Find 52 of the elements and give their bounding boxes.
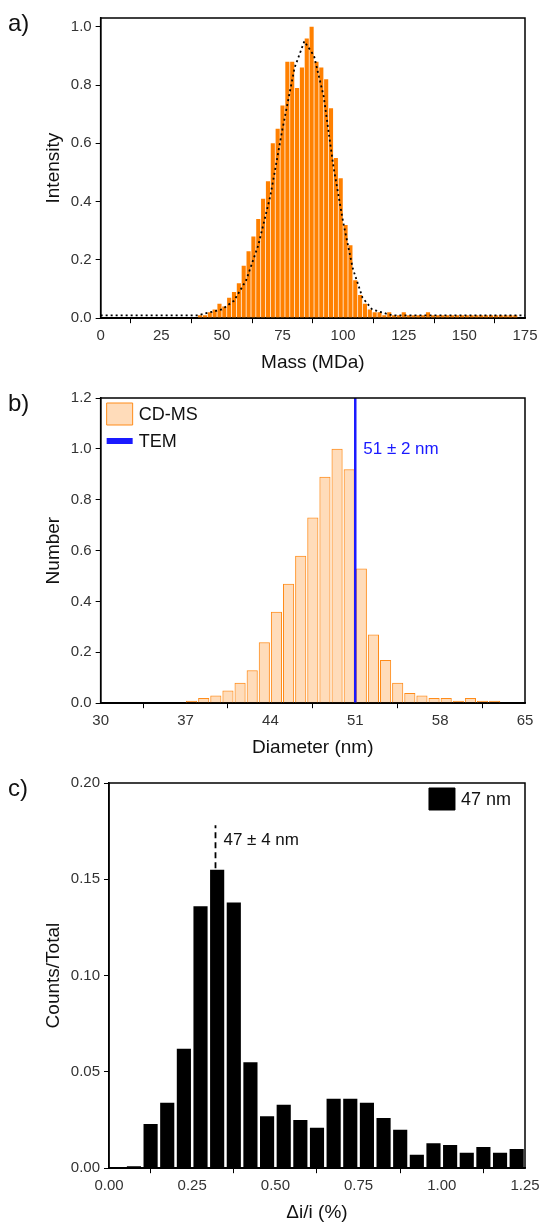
annotation: 51 ± 2 nm bbox=[363, 438, 439, 458]
y-axis-title: Intensity bbox=[41, 132, 63, 204]
x-tick-label: 0.75 bbox=[344, 1176, 374, 1194]
y-tick-label: 1.2 bbox=[70, 388, 92, 406]
y-tick-label: 0.10 bbox=[70, 965, 100, 983]
legend-label: TEM bbox=[138, 430, 177, 451]
y-axis-title: Counts/Total bbox=[41, 922, 63, 1029]
x-tick-label: 25 bbox=[152, 326, 170, 344]
y-tick-label: 0.4 bbox=[70, 191, 92, 209]
y-tick-label: 0.15 bbox=[70, 869, 100, 887]
y-tick-label: 1.0 bbox=[70, 439, 92, 457]
y-tick-label: 0.05 bbox=[70, 1062, 100, 1080]
x-tick-label: 51 bbox=[346, 711, 364, 729]
legend-label: CD-MS bbox=[138, 403, 198, 424]
x-tick-label: 125 bbox=[391, 326, 417, 344]
y-tick-label: 0.0 bbox=[70, 308, 92, 326]
y-tick-label: 0.2 bbox=[70, 642, 92, 660]
legend-label: 47 nm bbox=[460, 788, 511, 809]
y-tick-label: 0.2 bbox=[70, 250, 92, 268]
x-axis-title: Mass (MDa) bbox=[261, 350, 365, 372]
x-tick-label: 1.00 bbox=[427, 1176, 457, 1194]
x-axis-title: Diameter (nm) bbox=[252, 735, 374, 757]
x-tick-label: 58 bbox=[431, 711, 449, 729]
x-tick-label: 37 bbox=[177, 711, 194, 729]
x-tick-label: 0.00 bbox=[94, 1176, 124, 1194]
x-tick-label: 0.25 bbox=[177, 1176, 207, 1194]
x-tick-label: 175 bbox=[512, 326, 538, 344]
x-tick-label: 65 bbox=[516, 711, 534, 729]
x-tick-label: 1.25 bbox=[510, 1176, 540, 1194]
chart-title: b) bbox=[8, 388, 30, 416]
x-tick-label: 0 bbox=[96, 326, 105, 344]
x-tick-label: 100 bbox=[330, 326, 356, 344]
y-axis-title: Number bbox=[41, 516, 63, 585]
y-tick-label: 0.8 bbox=[70, 75, 92, 93]
y-tick-label: 0.6 bbox=[70, 540, 92, 558]
chart-title: a) bbox=[8, 8, 30, 36]
y-tick-label: 0.4 bbox=[70, 591, 92, 609]
y-tick-label: 0.6 bbox=[70, 133, 92, 151]
y-tick-label: 0.20 bbox=[70, 773, 100, 791]
x-tick-label: 150 bbox=[451, 326, 477, 344]
x-tick-label: 0.50 bbox=[260, 1176, 290, 1194]
x-tick-label: 44 bbox=[262, 711, 279, 729]
annotation: 47 ± 4 nm bbox=[223, 830, 299, 850]
x-tick-label: 50 bbox=[213, 326, 231, 344]
y-tick-label: 1.0 bbox=[70, 16, 92, 34]
x-tick-label: 30 bbox=[92, 711, 109, 729]
x-axis-title: Δi/i (%) bbox=[286, 1200, 348, 1222]
chart-title: c) bbox=[8, 773, 28, 801]
y-tick-label: 0.00 bbox=[70, 1158, 100, 1176]
y-tick-label: 0.0 bbox=[70, 693, 92, 711]
x-tick-label: 75 bbox=[274, 326, 291, 344]
y-tick-label: 0.8 bbox=[70, 489, 92, 507]
